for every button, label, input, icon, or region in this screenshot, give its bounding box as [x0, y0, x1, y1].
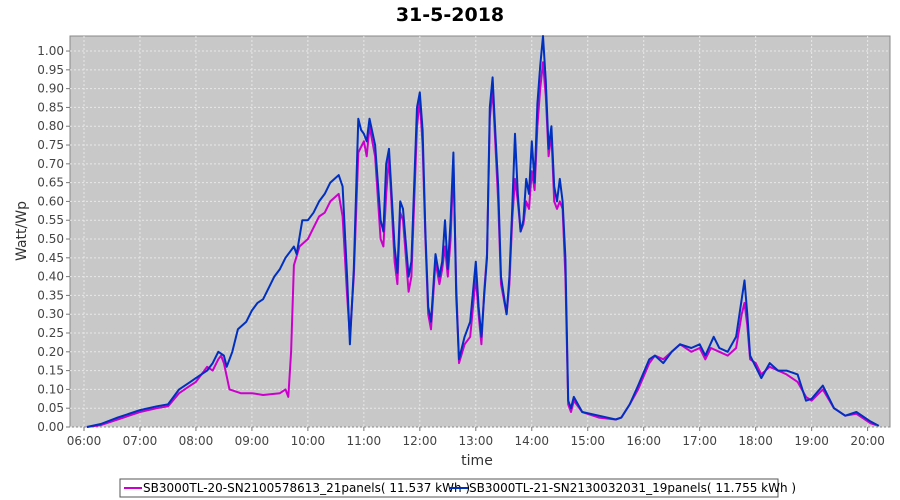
x-tick-label: 08:00	[179, 434, 214, 448]
x-tick-label: 12:00	[403, 434, 438, 448]
y-tick-label: 1.00	[37, 44, 64, 58]
x-tick-label: 14:00	[514, 434, 549, 448]
series-layer	[86, 35, 880, 428]
y-tick-label: 0.05	[37, 401, 64, 415]
y-tick-label: 0.75	[37, 138, 64, 152]
x-tick-label: 10:00	[291, 434, 326, 448]
y-tick-label: 0.60	[37, 194, 64, 208]
legend-box	[119, 478, 779, 498]
x-tick-label: 20:00	[850, 434, 885, 448]
y-tick-label: 0.35	[37, 288, 64, 302]
y-tick-label: 0.85	[37, 100, 64, 114]
y-tick-label: 0.80	[37, 119, 64, 133]
y-axis-label: Watt/Wp	[14, 201, 30, 261]
x-tick-label: 18:00	[738, 434, 773, 448]
x-tick-label: 11:00	[347, 434, 382, 448]
x-tick-label: 07:00	[123, 434, 158, 448]
y-tick-label: 0.30	[37, 307, 64, 321]
y-tick-label: 0.00	[37, 420, 64, 434]
y-tick-label: 0.55	[37, 213, 64, 227]
chart-title: 31-5-2018	[396, 4, 504, 26]
y-tick-label: 0.90	[37, 82, 64, 96]
x-tick-label: 16:00	[626, 434, 661, 448]
y-tick-label: 0.95	[37, 63, 64, 77]
legend: SB3000TL-20-SN2100578613_21panels( 11.53…	[119, 478, 796, 498]
y-tick-label: 0.15	[37, 364, 64, 378]
x-axis-label: time	[461, 453, 493, 469]
grid-lines	[70, 36, 890, 428]
y-tick-label: 0.70	[37, 157, 64, 171]
y-tick-label: 0.50	[37, 232, 64, 246]
x-tick-label: 06:00	[67, 434, 102, 448]
x-tick-label: 15:00	[570, 434, 605, 448]
y-tick-label: 0.25	[37, 326, 64, 340]
legend-label-series-2: SB3000TL-21-SN2130032031_19panels( 11.75…	[469, 481, 796, 495]
x-tick-label: 19:00	[794, 434, 829, 448]
y-tick-label: 0.40	[37, 270, 64, 284]
y-tick-label: 0.45	[37, 251, 64, 265]
y-axis: 0.00 0.05 0.10 0.15 0.20 0.25 0.30 0.35 0.40 0.45…	[37, 44, 70, 434]
x-tick-label: 09:00	[235, 434, 270, 448]
x-axis: 06:00 07:00 08:00 09:00 10:00 11:00 12:00 13:00…	[67, 427, 885, 448]
x-tick-label: 17:00	[682, 434, 717, 448]
legend-label-series-1: SB3000TL-20-SN2100578613_21panels( 11.53…	[143, 481, 470, 495]
x-tick-label: 13:00	[459, 434, 494, 448]
y-tick-label: 0.10	[37, 382, 64, 396]
y-tick-label: 0.65	[37, 176, 64, 190]
series-line-2	[86, 35, 880, 428]
y-tick-label: 0.20	[37, 345, 64, 359]
